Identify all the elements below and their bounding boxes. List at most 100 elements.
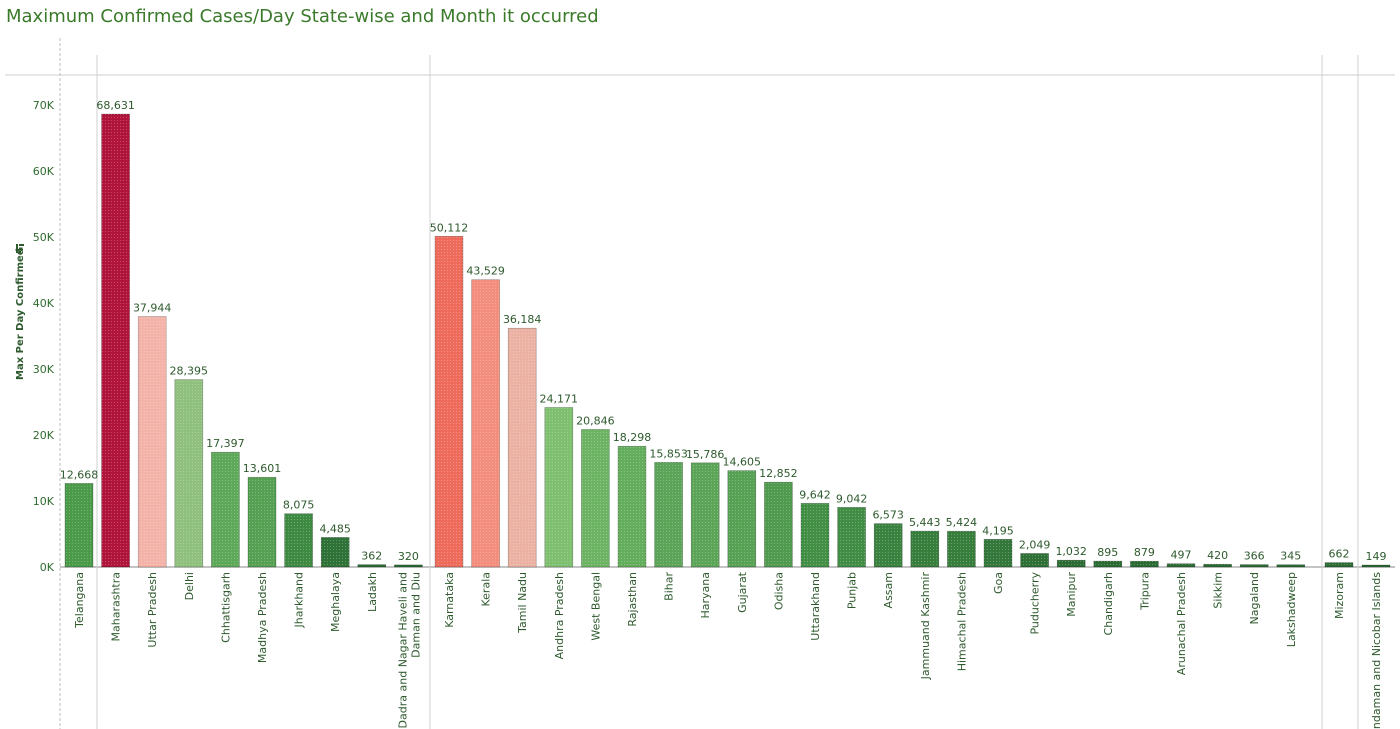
y-tick-label: 30K	[33, 363, 55, 376]
category-label-line: Rajasthan	[626, 572, 639, 627]
y-tick-label: 50K	[33, 231, 55, 244]
category-label: Maharashtra	[110, 572, 123, 642]
category-label: Himachal Pradesh	[955, 572, 968, 671]
data-label: 662	[1329, 548, 1350, 561]
bar-texture	[581, 429, 610, 567]
chart-title: Maximum Confirmed Cases/Day State-wise a…	[6, 6, 599, 27]
category-label-line: Assam	[882, 572, 895, 608]
category-label: Chandigarh	[1102, 572, 1115, 635]
sort-descending-icon[interactable]	[16, 244, 24, 253]
bar-texture	[65, 483, 93, 567]
y-tick-label: 0K	[40, 561, 55, 574]
data-label: 4,195	[982, 524, 1014, 537]
data-label: 366	[1244, 550, 1265, 563]
category-label-line: Meghalaya	[329, 572, 342, 632]
bar-texture	[211, 452, 240, 567]
category-label-line: Gujarat	[736, 571, 749, 613]
bar-texture	[544, 407, 573, 567]
data-label: 1,032	[1055, 545, 1087, 558]
category-label: West Bengal	[589, 572, 602, 641]
category-label: Tripura	[1138, 572, 1151, 611]
data-label: 50,112	[430, 221, 469, 234]
y-tick-label: 20K	[33, 429, 55, 442]
bar-texture	[284, 513, 313, 567]
category-label: Nagaland	[1248, 572, 1261, 624]
data-label: 345	[1280, 550, 1301, 563]
data-label: 8,075	[283, 499, 315, 512]
category-label-line: Mizoram	[1333, 572, 1346, 619]
bar-texture	[1203, 564, 1232, 567]
data-label: 37,944	[133, 302, 172, 315]
category-label-line: Dadra and Nagar Haveli and	[396, 572, 409, 728]
category-label: Haryana	[699, 572, 712, 619]
category-label-line: Andaman and Nicobar Islands	[1370, 572, 1383, 729]
bar-texture	[1130, 561, 1159, 567]
category-label: Madhya Pradesh	[256, 572, 269, 663]
bar-texture	[1362, 565, 1390, 567]
category-label: Delhi	[183, 572, 196, 600]
category-axis: Telangana Maharashtra Uttar Pradesh Delhi Ch…	[73, 571, 1383, 729]
bar-texture	[1276, 564, 1305, 567]
category-label-line: Goa	[992, 572, 1005, 594]
category-label-line: Nagaland	[1248, 572, 1261, 624]
bar-texture	[435, 236, 463, 567]
data-label: 20,846	[576, 414, 615, 427]
bar-texture	[174, 379, 203, 567]
bar-texture	[101, 114, 130, 567]
bar-texture	[1020, 553, 1049, 567]
bar-texture	[1240, 564, 1269, 567]
category-label-line: Uttar Pradesh	[146, 572, 159, 648]
category-label: Meghalaya	[329, 572, 342, 632]
category-label: Andaman and Nicobar Islands	[1370, 572, 1383, 729]
category-label-line: Telangana	[73, 572, 86, 629]
y-tick-label: 60K	[33, 165, 55, 178]
bar-texture	[874, 523, 903, 567]
data-label: 28,395	[170, 365, 209, 378]
bar-texture	[471, 279, 500, 567]
data-label: 362	[361, 550, 382, 563]
data-label: 68,631	[96, 99, 135, 112]
data-label: 320	[398, 550, 419, 563]
data-label: 15,786	[686, 448, 725, 461]
category-label: Lakshadweep	[1285, 572, 1298, 647]
bar-texture	[618, 446, 646, 567]
data-label: 14,605	[723, 456, 762, 469]
data-label: 9,042	[836, 492, 868, 505]
category-label: Kerala	[480, 572, 493, 607]
category-label: Rajasthan	[626, 572, 639, 627]
data-label: 6,573	[872, 509, 904, 522]
category-label-line: Uttarakhand	[809, 572, 822, 641]
data-label: 15,853	[649, 447, 688, 460]
y-tick-label: 40K	[33, 297, 55, 310]
bar-texture	[947, 531, 976, 567]
category-label: Uttar Pradesh	[146, 572, 159, 648]
data-label: 420	[1207, 549, 1228, 562]
category-label: Dadra and Nagar Haveli andDaman and Diu	[396, 572, 422, 728]
category-label: Andhra Pradesh	[553, 572, 566, 659]
data-label: 43,529	[466, 265, 505, 278]
bar-texture	[508, 328, 537, 567]
bar-texture	[1093, 561, 1122, 567]
y-axis-label: Max Per Day Confirmed	[15, 248, 26, 380]
category-label: Bihar	[663, 572, 676, 601]
data-label: 879	[1134, 546, 1155, 559]
bar-texture	[654, 462, 683, 567]
y-tick-label: 70K	[33, 99, 55, 112]
data-label: 12,668	[60, 468, 99, 481]
category-label-line: Arunachal Pradesh	[1175, 572, 1188, 675]
data-label: 2,049	[1019, 538, 1051, 551]
bar-texture	[837, 507, 866, 567]
category-label: Karnataka	[443, 572, 456, 628]
category-label-line: Chandigarh	[1102, 572, 1115, 635]
bars	[64, 113, 1391, 568]
bar-texture	[984, 539, 1012, 567]
category-label-line: Daman and Diu	[409, 572, 422, 658]
bar-texture	[394, 564, 423, 567]
category-label: Punjab	[846, 572, 859, 609]
category-label: Tamil Nadu	[516, 572, 529, 634]
data-label: 4,485	[319, 522, 351, 535]
category-label-line: Tripura	[1138, 572, 1151, 611]
category-label-line: Sikkim	[1212, 572, 1225, 609]
bar-texture	[357, 564, 386, 567]
